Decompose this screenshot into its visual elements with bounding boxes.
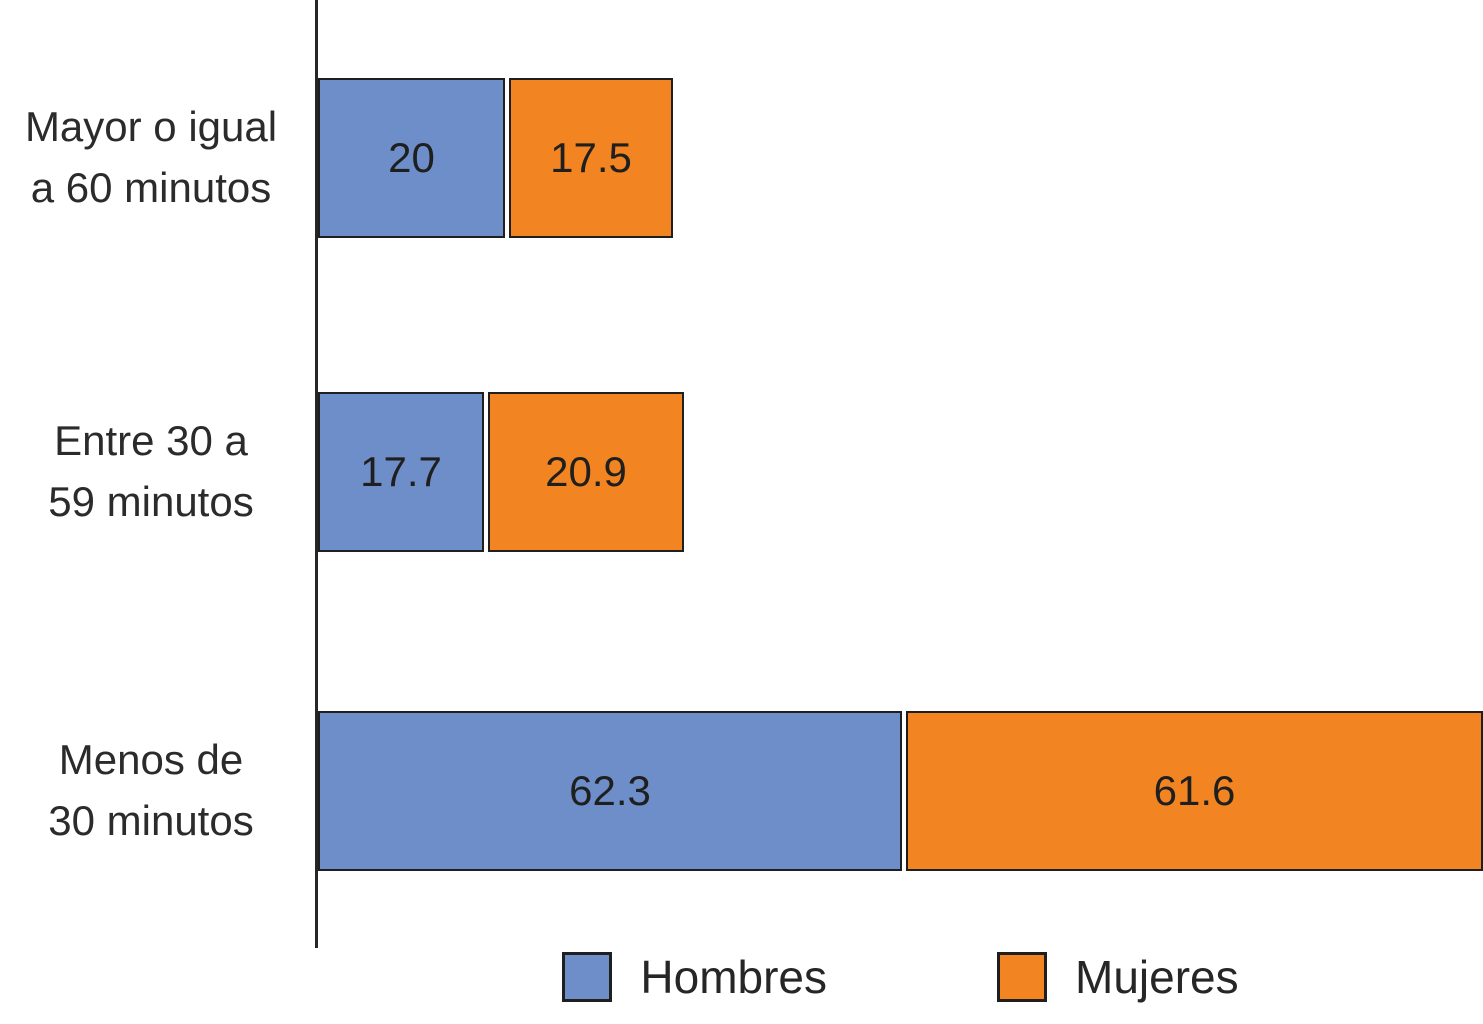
bar-hombres[interactable]: 20 (318, 78, 505, 238)
legend-label: Mujeres (1075, 951, 1239, 1003)
category-label: Menos de 30 minutos (48, 736, 254, 844)
bar-row: 62.3 61.6 (318, 711, 1483, 871)
category-label: Mayor o igual a 60 minutos (24, 103, 278, 211)
bar-value-label: 62.3 (569, 767, 651, 814)
legend-item-mujeres[interactable]: Mujeres (997, 950, 1239, 1004)
legend-swatch (997, 952, 1047, 1002)
bar-mujeres[interactable]: 17.5 (509, 78, 673, 238)
bar-mujeres[interactable]: 61.6 (906, 711, 1483, 871)
bar-mujeres[interactable]: 20.9 (488, 392, 684, 552)
bar-value-label: 61.6 (1153, 767, 1236, 814)
legend: Hombres Mujeres (318, 936, 1483, 1018)
bar-row: 17.7 20.9 (318, 392, 684, 552)
bar-hombres[interactable]: 17.7 (318, 392, 484, 552)
legend-label: Hombres (640, 951, 827, 1003)
bar-value-label: 17.7 (360, 448, 442, 495)
bar-value-label: 17.5 (550, 134, 632, 181)
category-label: Entre 30 a 59 minutos (48, 417, 254, 525)
bar-hombres[interactable]: 62.3 (318, 711, 902, 871)
y-axis-line (315, 0, 318, 948)
bar-value-label: 20.9 (545, 448, 627, 495)
bar-row: 20 17.5 (318, 78, 673, 238)
legend-swatch (562, 952, 613, 1002)
legend-item-hombres[interactable]: Hombres (562, 950, 827, 1004)
bar-value-label: 20 (388, 134, 435, 181)
